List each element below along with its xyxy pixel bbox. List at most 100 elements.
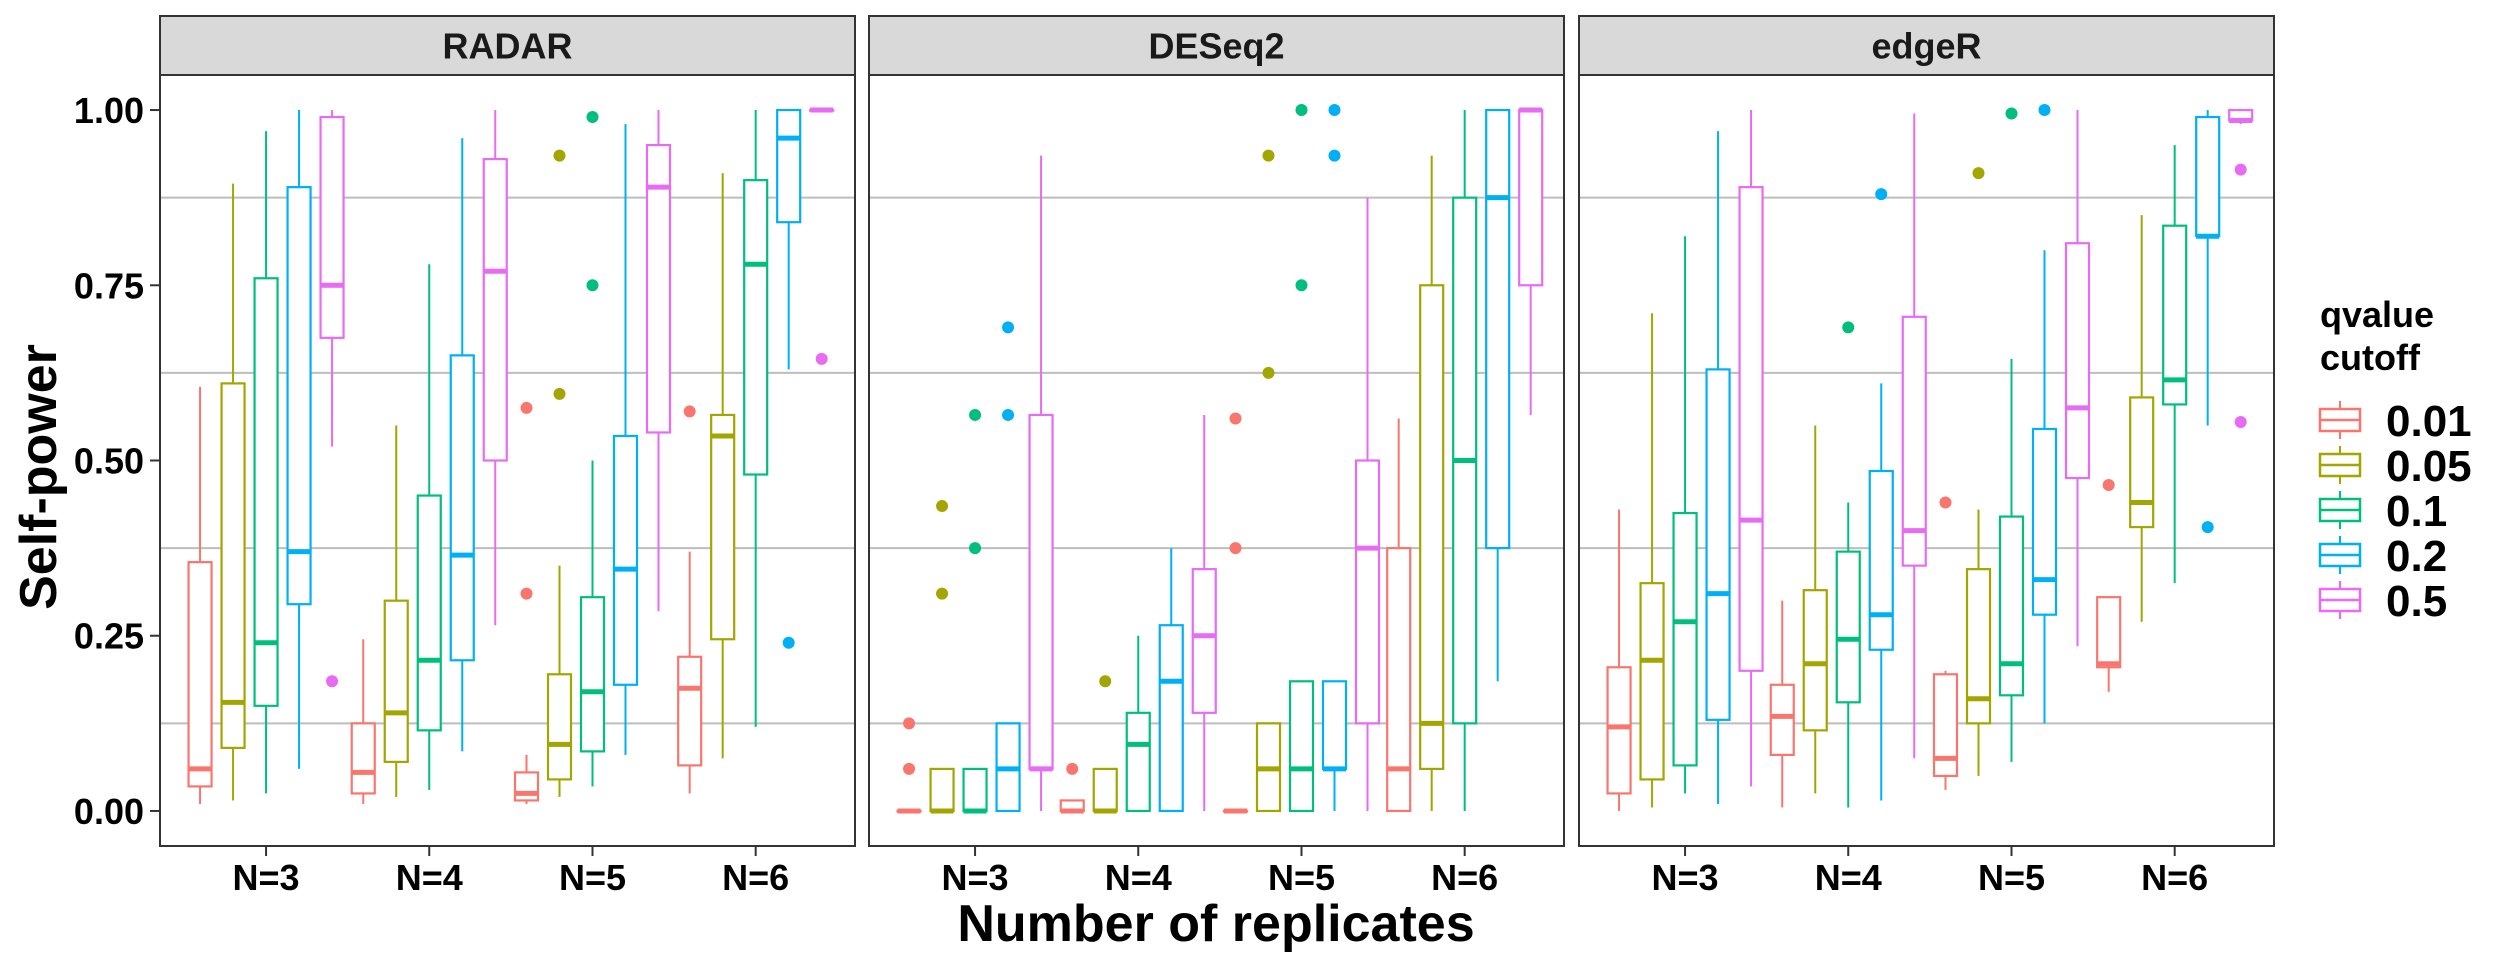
box-iqr (286, 186, 312, 606)
box-0.1-N=6 (743, 110, 769, 727)
box-iqr (1028, 413, 1054, 770)
box-0.05-N=3 (929, 500, 955, 814)
series-0.01 (896, 412, 1412, 814)
box-0.1-N=5 (579, 111, 606, 787)
box-0.05-N=4 (383, 425, 409, 797)
y-tick-label: 0.50 (74, 441, 144, 482)
box-0.5-N=3 (1028, 155, 1054, 811)
box-0.1-N=3 (962, 408, 988, 814)
box-iqr (1769, 683, 1795, 756)
x-tick-label: N=4 (396, 857, 463, 898)
legend: qvalue cutoff 0.010.050.10.20.5 (2318, 294, 2472, 626)
legend-label: 0.05 (2386, 442, 2472, 491)
outlier-point (2234, 163, 2247, 176)
facet-label: DESeq2 (1148, 26, 1284, 67)
facet-strip (159, 15, 856, 76)
series-0.05 (220, 149, 736, 801)
box-iqr (2162, 224, 2188, 406)
series-0.2 (1705, 104, 2221, 804)
x-tick-label: N=5 (559, 857, 626, 898)
box-0.1-N=6 (2162, 145, 2188, 584)
panel-border (1578, 74, 2275, 847)
legend-entry-0.5: 0.5 (2318, 577, 2447, 626)
box-iqr (677, 655, 703, 767)
box-iqr (546, 673, 573, 781)
facet-panel-radar: RADAR (159, 15, 856, 847)
box-iqr (1672, 511, 1698, 767)
outlier-point (1295, 279, 1308, 292)
box-0.01-N=6 (2096, 479, 2122, 692)
box-0.01-N=4 (1769, 600, 1795, 808)
outlier-point (1262, 366, 1275, 379)
box-iqr (1125, 711, 1151, 813)
box-iqr (2195, 115, 2221, 238)
series-0.1 (962, 104, 1478, 814)
outlier-point (520, 401, 533, 414)
box-0.05-N=6 (710, 173, 736, 759)
outlier-point (782, 636, 795, 649)
outlier-point (936, 500, 949, 513)
outlier-point (1972, 167, 1985, 180)
x-tick-label: N=5 (1978, 857, 2045, 898)
box-0.01-N=5 (513, 401, 540, 804)
outlier-point (1229, 542, 1242, 555)
y-tick-label: 1.00 (74, 90, 144, 131)
series-0.1 (1672, 107, 2188, 808)
box-iqr (1606, 666, 1632, 795)
box-iqr (1998, 515, 2025, 697)
box-0.01-N=3 (896, 717, 922, 814)
x-tick-label: N=6 (722, 857, 789, 898)
box-0.05-N=6 (1419, 155, 1445, 811)
box-iqr (2096, 596, 2122, 669)
box-iqr (350, 722, 376, 795)
outlier-point (1262, 149, 1275, 162)
y-axis: 0.00 0.25 0.50 0.75 1.00 (74, 90, 160, 832)
box-0.2-N=6 (2195, 110, 2221, 534)
box-iqr (1321, 680, 1348, 771)
box-0.05-N=5 (546, 149, 573, 797)
box-iqr (1288, 680, 1315, 813)
box-iqr (220, 382, 246, 749)
series-0.5 (1028, 107, 1544, 811)
box-iqr (1485, 108, 1511, 550)
box-0.1-N=4 (1125, 635, 1151, 813)
outlier-point (1875, 188, 1888, 201)
box-iqr (319, 115, 345, 339)
box-0.2-N=4 (1158, 548, 1184, 813)
box-0.2-N=3 (286, 110, 312, 769)
outlier-point (520, 587, 533, 600)
box-0.5-N=4 (1191, 414, 1217, 811)
box-0.2-N=4 (449, 138, 475, 752)
x-tick-label: N=3 (1652, 857, 1719, 898)
legend-entry-0.01: 0.01 (2318, 397, 2472, 446)
series-0.05 (1639, 167, 2155, 808)
box-0.1-N=4 (416, 264, 442, 790)
box-iqr (1901, 315, 1927, 567)
x-tick-label: N=4 (1815, 857, 1882, 898)
outlier-point (1295, 104, 1308, 117)
outlier-point (903, 717, 916, 730)
box-0.01-N=5 (1222, 412, 1249, 814)
box-0.5-N=3 (319, 110, 345, 688)
x-axis: N=3 N=4 N=5 N=6 N=3 N=4 N=5 N=6 N=3 N=4 N=5 N=6 (233, 846, 2208, 898)
x-tick-label: N=4 (1105, 857, 1172, 898)
box-0.01-N=5 (1932, 496, 1959, 790)
legend-label: 0.2 (2386, 532, 2447, 581)
box-iqr (449, 354, 475, 662)
box-0.2-N=5 (1321, 104, 1348, 811)
outlier-point (683, 405, 696, 418)
legend-title-line1: qvalue (2320, 294, 2434, 335)
x-tick-label: N=3 (233, 857, 300, 898)
legend-label: 0.1 (2386, 487, 2447, 536)
series-0.01 (187, 386, 703, 804)
box-iqr (1354, 459, 1381, 725)
box-0.05-N=4 (1092, 675, 1118, 814)
box-0.2-N=5 (2031, 104, 2058, 724)
box-iqr (743, 179, 769, 476)
legend-label: 0.5 (2386, 577, 2447, 626)
box-0.01-N=3 (187, 386, 213, 804)
outlier-point (586, 279, 599, 292)
series-0.01 (1606, 479, 2122, 811)
facet-strip (868, 15, 1565, 76)
